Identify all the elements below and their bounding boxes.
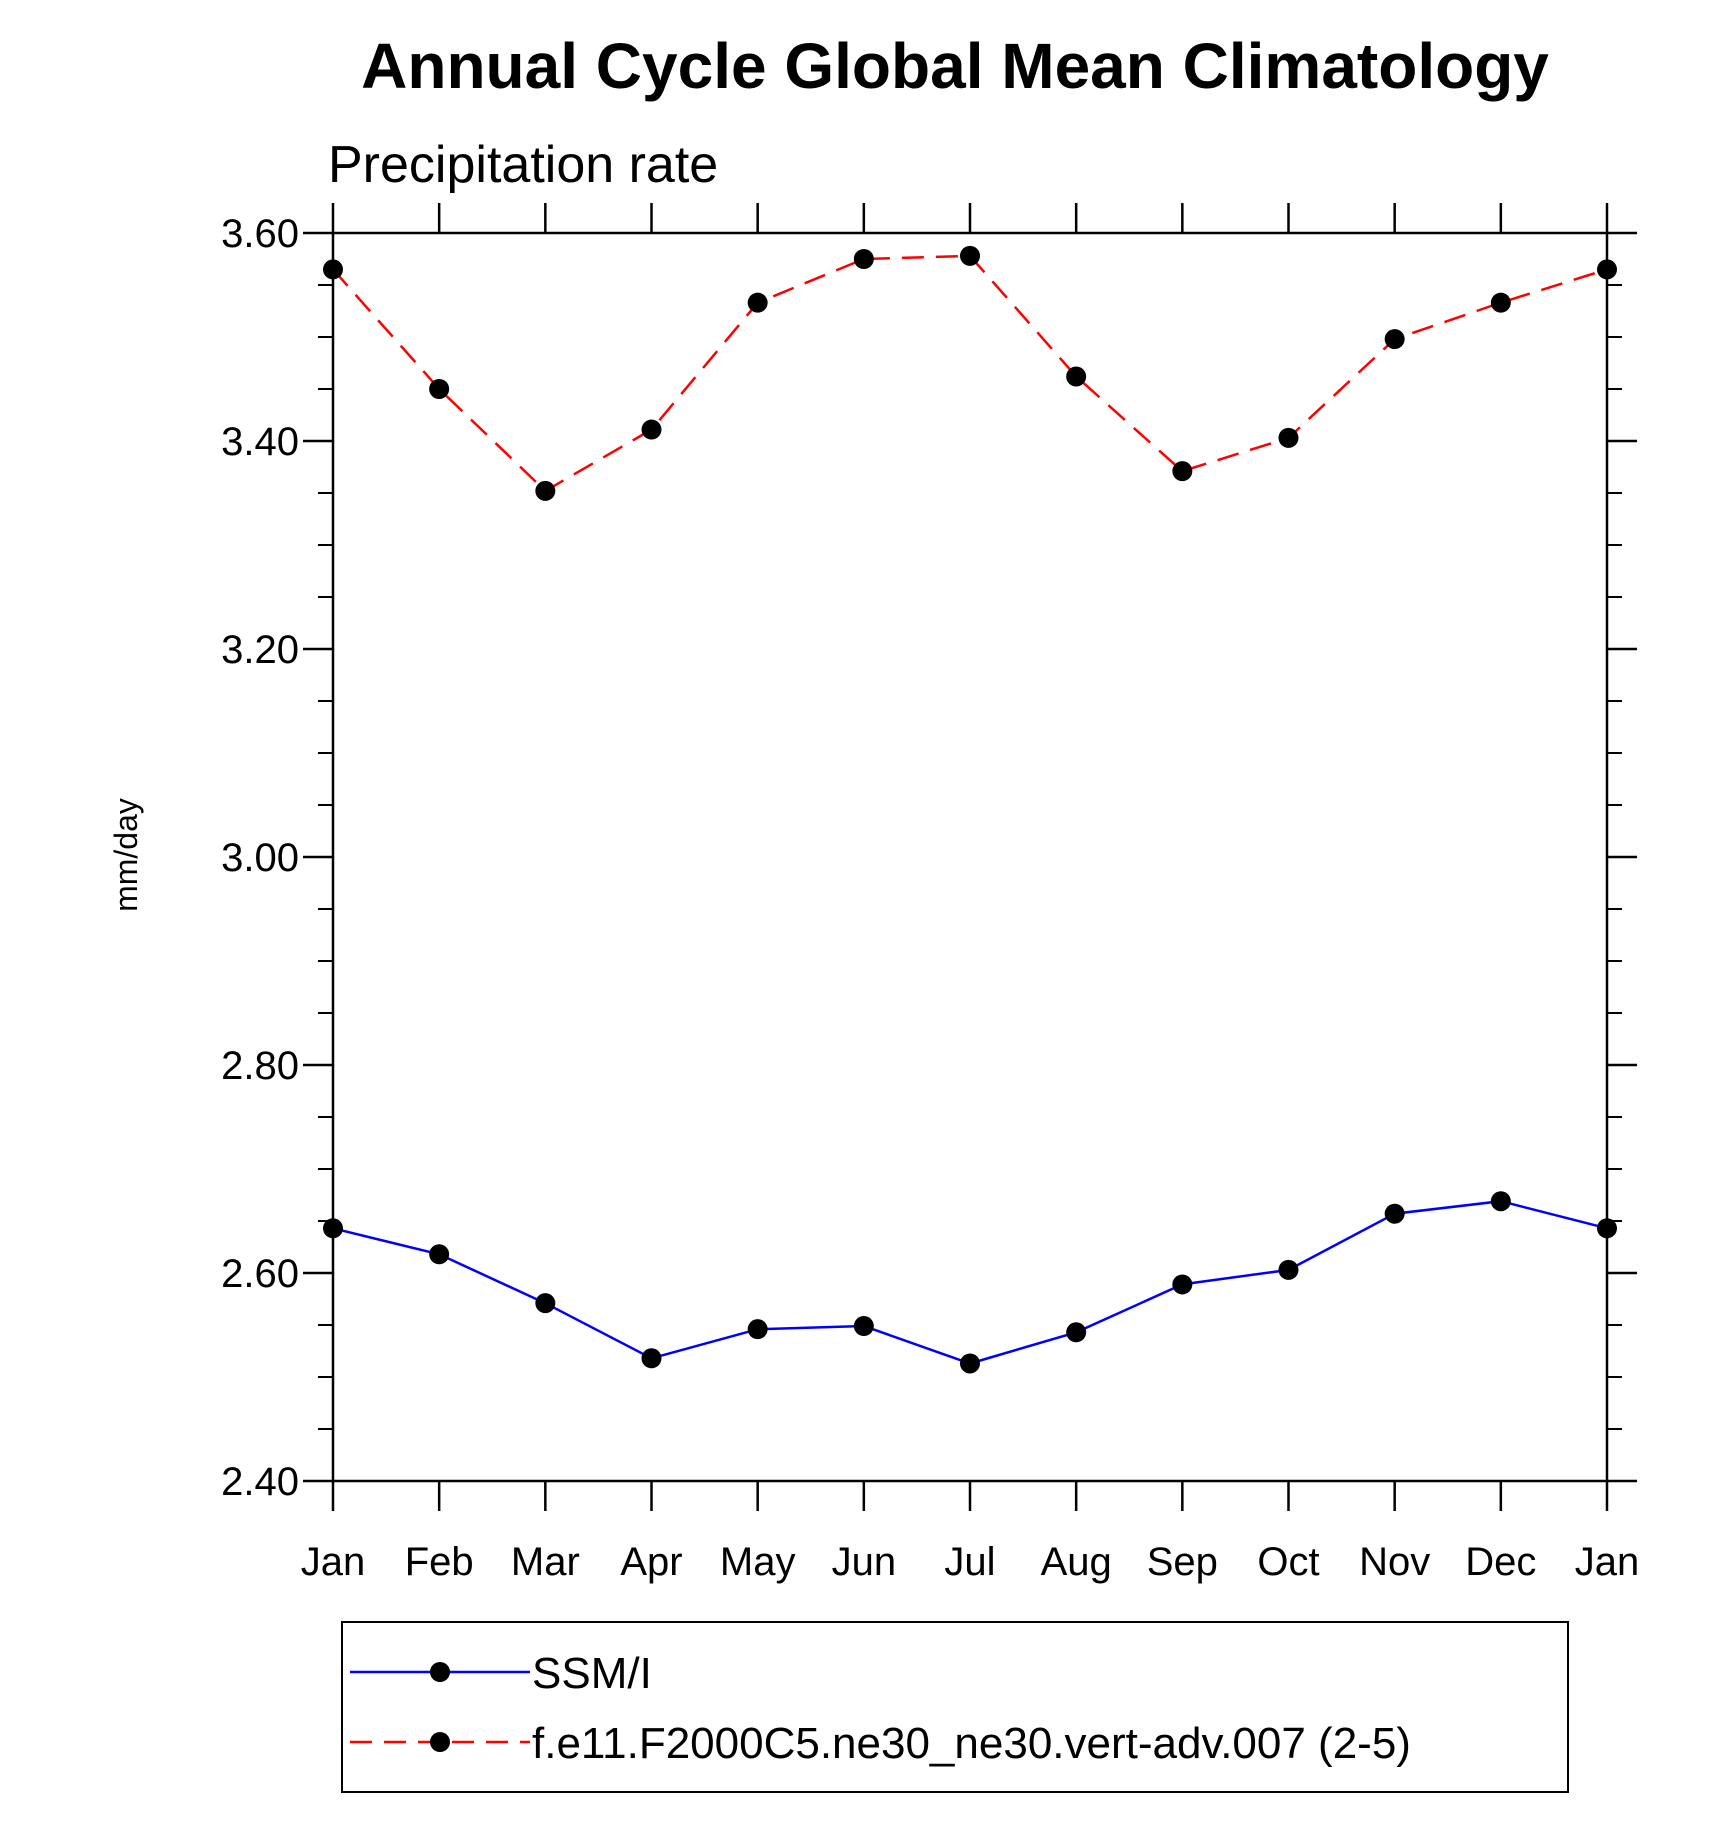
legend-items: SSM/I f.e11.F2000C5.ne30_ne30.vert-adv.00… <box>350 1649 1411 1768</box>
series-1-point <box>960 245 980 266</box>
series-0-point <box>1490 1191 1511 1212</box>
legend: SSM/I f.e11.F2000C5.ne30_ne30.vert-adv.00… <box>341 1621 1569 1793</box>
y-tick-label: 3.00 <box>221 836 299 880</box>
series-0-point <box>641 1348 662 1369</box>
series-1-point <box>747 292 768 313</box>
major-ticks <box>303 203 1637 1511</box>
series-1-point <box>853 249 874 269</box>
x-tick-label: Sep <box>1147 1540 1218 1584</box>
series-0-point <box>1384 1203 1405 1224</box>
minor-ticks <box>318 284 1622 1430</box>
chart-title: Annual Cycle Global Mean Climatology <box>361 30 1549 102</box>
y-tick-label: 2.60 <box>221 1252 299 1296</box>
x-tick-label: Apr <box>620 1540 682 1584</box>
series-1-point <box>641 419 662 440</box>
series-line-1 <box>332 254 1608 493</box>
series-1-point <box>1066 366 1087 387</box>
series-1-point <box>1278 427 1299 448</box>
y-tick-label: 3.20 <box>221 628 299 672</box>
x-tick-label: Aug <box>1041 1540 1112 1584</box>
y-tick-label: 3.40 <box>221 420 299 464</box>
plot-frame <box>331 231 1609 1483</box>
x-tick-labels: Jan Feb Mar Apr May Jun Jul Aug Sep Oct Nov Dec Jan <box>301 1540 1640 1584</box>
series-0-point <box>853 1316 874 1337</box>
series-1-point <box>1490 292 1511 313</box>
series-layer <box>323 245 1617 1374</box>
legend-marker-0 <box>430 1662 450 1682</box>
series-0-point <box>1066 1322 1087 1343</box>
x-tick-label: Jan <box>301 1540 366 1584</box>
series-1-point <box>1172 461 1193 482</box>
x-tick-label: Jun <box>832 1540 897 1584</box>
series-0-point <box>747 1319 768 1340</box>
chart-subtitle: Precipitation rate <box>328 136 718 194</box>
y-tick-label: 2.80 <box>221 1044 299 1088</box>
series-0-point <box>960 1353 980 1374</box>
y-axis-label: mm/day <box>108 798 144 912</box>
y-tick-labels: 2.40 2.60 2.80 3.00 3.20 3.40 3.60 <box>221 212 299 1504</box>
series-0-point <box>1278 1259 1299 1280</box>
series-1-point <box>1384 329 1405 350</box>
series-line-0 <box>332 1199 1608 1365</box>
legend-box <box>341 1621 1569 1793</box>
x-tick-label: Oct <box>1257 1540 1319 1584</box>
legend-label-1: f.e11.F2000C5.ne30_ne30.vert-adv.007 (2-… <box>532 1719 1411 1768</box>
y-tick-label: 2.40 <box>221 1460 299 1504</box>
x-tick-label: Feb <box>405 1540 474 1584</box>
x-tick-label: Mar <box>511 1540 580 1584</box>
legend-marker-1 <box>430 1732 450 1752</box>
series-0-point <box>429 1244 450 1265</box>
series-0-point <box>1172 1274 1193 1295</box>
x-tick-label: Jan <box>1575 1540 1640 1584</box>
y-tick-label: 3.60 <box>221 212 299 256</box>
x-tick-label: Dec <box>1465 1540 1536 1584</box>
legend-label-0: SSM/I <box>532 1649 652 1698</box>
series-0-point <box>535 1293 556 1314</box>
x-tick-label: Jul <box>944 1540 995 1584</box>
series-1-point <box>535 480 556 501</box>
series-1-point <box>429 379 450 399</box>
x-tick-label: May <box>720 1540 796 1584</box>
x-tick-label: Nov <box>1359 1540 1430 1584</box>
